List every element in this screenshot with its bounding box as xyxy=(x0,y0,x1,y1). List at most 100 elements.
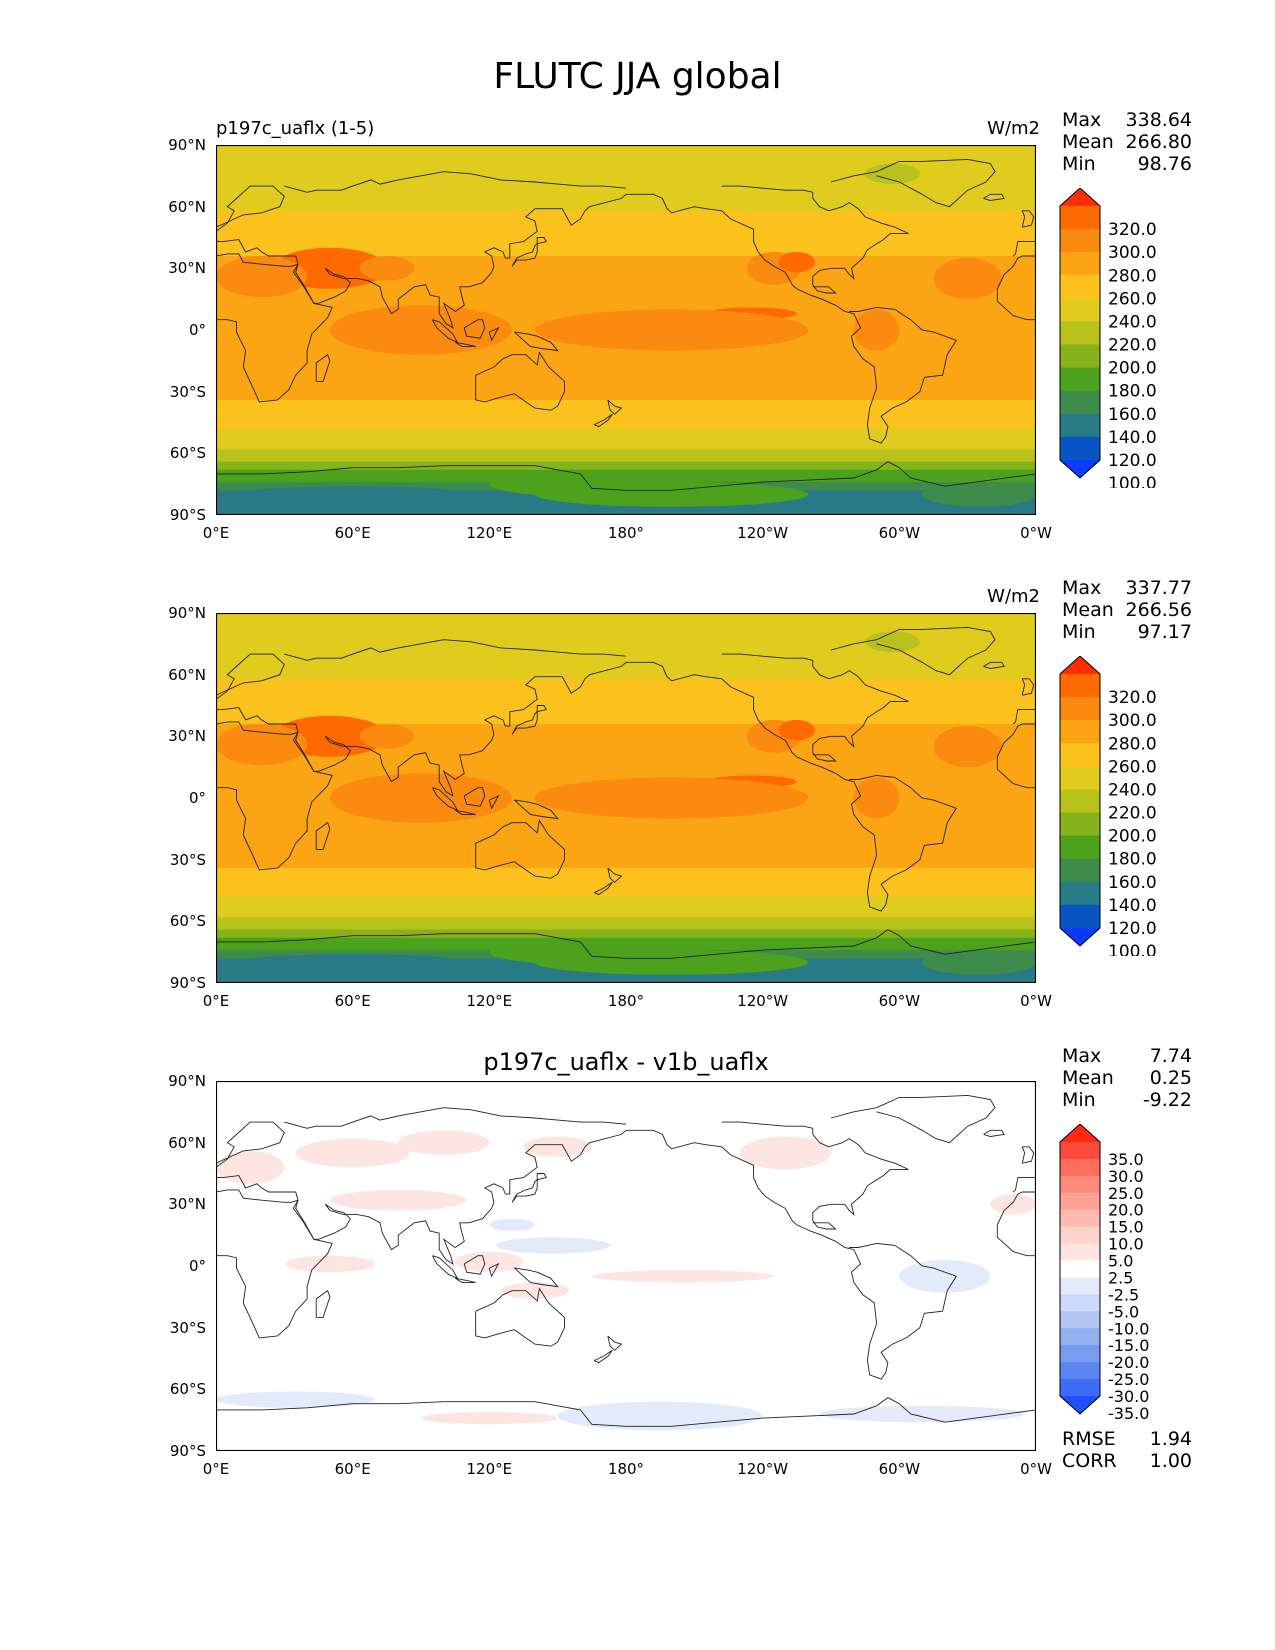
lat-tick-label: 60°N xyxy=(168,197,206,216)
contour-region xyxy=(865,163,920,185)
colorbar-swatch xyxy=(1060,436,1100,461)
contour-region xyxy=(318,719,365,741)
contour-band xyxy=(216,297,1036,302)
contour-band xyxy=(216,691,1036,696)
coastline xyxy=(536,237,547,245)
contour-band xyxy=(216,909,1036,914)
colorbar-label: -25.0 xyxy=(1108,1370,1149,1389)
contour-band xyxy=(216,859,1036,865)
colorbar-swatch xyxy=(1060,1362,1100,1380)
colorbar-swatch xyxy=(1060,1142,1100,1160)
coastline xyxy=(216,731,333,871)
contour-band xyxy=(216,251,1036,257)
contour-band xyxy=(216,695,1036,700)
contour-band xyxy=(216,863,1036,869)
contour-band xyxy=(216,457,1036,463)
stat-mean: Mean 0.25 xyxy=(1062,1067,1192,1089)
contour-band xyxy=(216,395,1036,401)
colorbar-label: -15.0 xyxy=(1108,1336,1149,1355)
colorbar-outline xyxy=(1059,188,1101,479)
contour-band xyxy=(216,670,1036,676)
contour-band xyxy=(216,243,1036,249)
contour-band xyxy=(216,206,1036,212)
coastline xyxy=(812,1128,909,1230)
coastline xyxy=(284,171,627,193)
colorbar-label: 220.0 xyxy=(1108,804,1157,824)
contour-band xyxy=(216,933,1036,939)
contour-band xyxy=(216,449,1036,454)
contour-band xyxy=(216,194,1036,200)
lat-tick-label: 60°S xyxy=(169,1380,206,1399)
coastline xyxy=(475,351,565,411)
lon-tick-label: 60°E xyxy=(334,992,371,1010)
coastline xyxy=(1021,678,1035,696)
contour-band xyxy=(216,268,1036,274)
colorbar-swatch xyxy=(1060,1328,1100,1346)
coastline xyxy=(830,1094,996,1144)
lon-tick-label: 120°E xyxy=(466,524,513,542)
coastline xyxy=(454,1277,476,1283)
colorbar-swatch xyxy=(1060,904,1100,929)
coastline xyxy=(626,193,957,444)
contour-region xyxy=(865,631,920,653)
contour-band xyxy=(216,367,1036,372)
stat-min: Min 97.17 xyxy=(1062,621,1192,643)
map-plot xyxy=(216,145,1036,515)
contour-band xyxy=(216,227,1036,232)
contour-band xyxy=(216,687,1036,692)
contour-band xyxy=(216,420,1036,426)
map-frame xyxy=(216,145,1036,515)
stat-max: Max 337.77 xyxy=(1062,577,1192,599)
contour-band xyxy=(216,358,1036,364)
coastline xyxy=(463,787,486,807)
contour-band xyxy=(216,424,1036,430)
colorbar-swatch xyxy=(1060,720,1100,744)
contour-band xyxy=(216,510,1036,515)
units-label: W/m2 xyxy=(987,586,1040,607)
contour-band xyxy=(216,350,1036,356)
panel-title: p197c_uaflx - v1b_uaflx xyxy=(483,1048,769,1076)
stat-mean: Mean 266.56 xyxy=(1062,599,1192,621)
contour-band xyxy=(216,149,1036,154)
contour-band xyxy=(216,153,1036,158)
coastline xyxy=(475,819,565,879)
lon-tick-label: 0°E xyxy=(202,524,230,542)
lon-tick-label: 60°W xyxy=(878,992,921,1010)
colorbar-extend-min xyxy=(1060,1396,1100,1414)
colorbar: 320.0 300.0 280.0 260.0 240.0 220.0 200.0 180.0… xyxy=(1059,656,1157,956)
colorbar-swatch xyxy=(1060,1243,1100,1262)
contour-band xyxy=(216,851,1036,857)
colorbar-label: 180.0 xyxy=(1108,382,1157,402)
coastline xyxy=(1021,1146,1035,1164)
coastline xyxy=(607,399,623,415)
colorbar-label: -20.0 xyxy=(1108,1353,1149,1372)
stat-corr: CORR 1.00 xyxy=(1062,1450,1192,1472)
colorbar-label: -35.0 xyxy=(1108,1404,1149,1423)
contour-band xyxy=(216,740,1036,746)
contour-band xyxy=(216,264,1036,269)
contour-band xyxy=(216,876,1036,881)
colorbar-label: 15.0 xyxy=(1108,1218,1144,1237)
contour-band xyxy=(216,408,1036,413)
stat-mean: Mean 266.80 xyxy=(1062,131,1192,153)
contour-band xyxy=(216,818,1036,824)
contour-band xyxy=(216,210,1036,216)
contour-region xyxy=(922,482,1036,507)
coastline xyxy=(1012,241,1036,257)
contour-region xyxy=(534,482,809,507)
stats-box: Max 337.77 Mean 266.56 Min 97.17 xyxy=(1062,577,1192,643)
colorbar-swatch xyxy=(1060,1311,1100,1329)
colorbar-label: -5.0 xyxy=(1108,1302,1139,1321)
coastline xyxy=(216,1397,1036,1427)
contour-region xyxy=(329,773,513,823)
contour-region xyxy=(933,258,1002,300)
lon-tick-label: 120°W xyxy=(737,524,789,542)
contour-band xyxy=(216,436,1036,442)
contour-band xyxy=(216,645,1036,651)
coastline xyxy=(454,809,476,815)
contour-band xyxy=(216,165,1036,171)
contour-band xyxy=(216,703,1036,709)
stat-rmse: RMSE 1.94 xyxy=(1062,1428,1192,1450)
lon-tick-label: 120°W xyxy=(737,992,789,1010)
stats-box: Max 7.74 Mean 0.25 Min -9.22 xyxy=(1062,1045,1192,1111)
